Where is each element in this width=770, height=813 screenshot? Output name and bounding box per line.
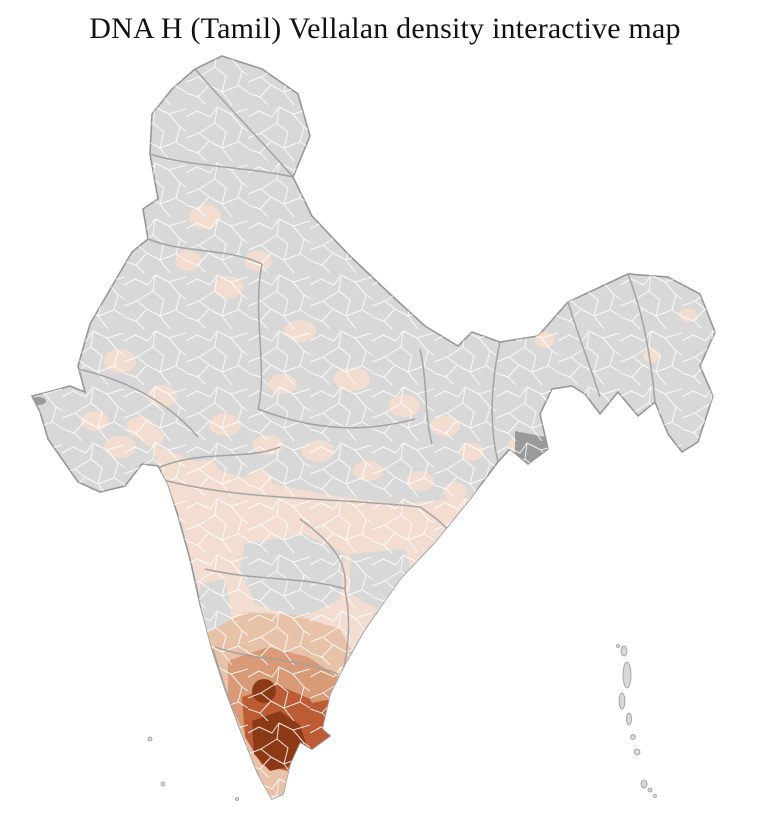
coastal-islet[interactable]	[235, 797, 239, 801]
island-shapes[interactable]	[147, 644, 657, 801]
andaman-island[interactable]	[626, 712, 632, 726]
island-chains[interactable]	[147, 644, 657, 801]
andaman-island[interactable]	[620, 645, 628, 657]
lakshadweep-island[interactable]	[160, 781, 166, 787]
nicobar-island[interactable]	[633, 748, 641, 756]
andaman-island[interactable]	[618, 692, 626, 710]
india-density-map[interactable]	[0, 49, 770, 807]
nicobar-island[interactable]	[647, 787, 653, 793]
andaman-island[interactable]	[622, 661, 632, 689]
map-title: DNA H (Tamil) Vellalan density interacti…	[89, 12, 681, 45]
state-borders	[77, 68, 656, 787]
nicobar-island[interactable]	[640, 779, 648, 789]
andaman-islet[interactable]	[616, 644, 620, 648]
nicobar-island[interactable]	[630, 734, 636, 740]
map-container	[0, 49, 770, 807]
nicobar-island[interactable]	[653, 794, 657, 798]
lakshadweep-island[interactable]	[147, 736, 153, 742]
